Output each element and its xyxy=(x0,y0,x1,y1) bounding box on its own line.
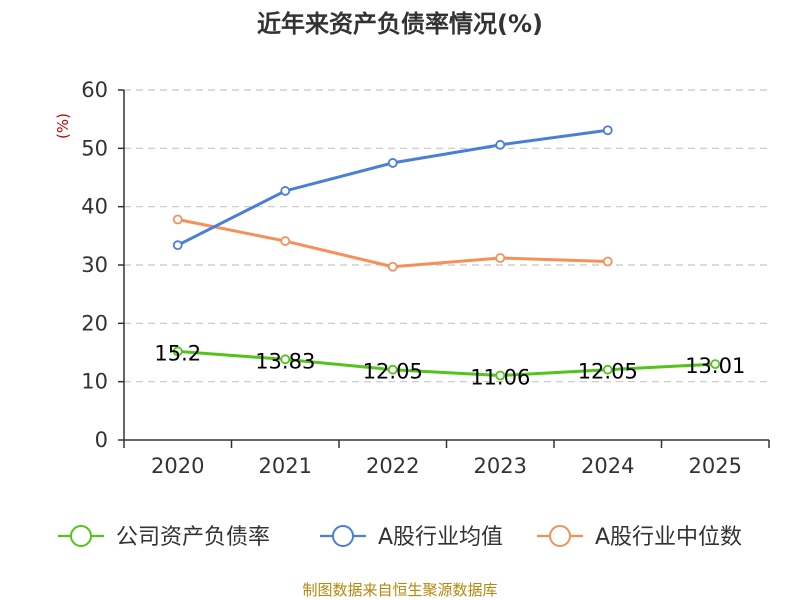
data-label: 13.83 xyxy=(255,349,315,373)
data-label: 15.2 xyxy=(154,341,201,365)
series-point xyxy=(280,236,291,246)
legend-item: 公司资产负债率 xyxy=(58,525,270,550)
x-tick-label: 2023 xyxy=(474,454,527,478)
data-label: 12.05 xyxy=(363,360,423,384)
series-point xyxy=(387,261,398,272)
series-point xyxy=(602,125,613,136)
series-point xyxy=(495,253,506,263)
data-labels: 15.2 13.83 12.05 11.06 12.05 13.01 xyxy=(154,341,745,389)
legend-marker xyxy=(332,525,354,547)
series-point xyxy=(172,240,183,251)
series-point xyxy=(387,364,398,375)
series-point xyxy=(172,346,183,357)
series-point xyxy=(387,158,398,168)
series-line xyxy=(177,349,716,377)
source-note: 制图数据来自恒生聚源数据库 xyxy=(302,581,497,599)
y-tick-label: 60 xyxy=(81,78,108,102)
data-label: 13.01 xyxy=(685,354,745,378)
x-tick-label: 2025 xyxy=(689,454,742,478)
y-tick-label: 30 xyxy=(81,253,108,277)
series-point xyxy=(280,186,291,196)
legend: 公司资产负债率 A股行业均值 A股行业中位数 xyxy=(58,525,742,550)
y-tick-label: 40 xyxy=(81,195,108,219)
legend-label: 公司资产负债率 xyxy=(116,525,270,550)
y-tick-label: 50 xyxy=(81,136,108,160)
series-point xyxy=(495,370,506,381)
series-lines xyxy=(172,125,721,381)
legend-label: A股行业中位数 xyxy=(595,525,742,550)
series-point xyxy=(602,256,613,267)
x-tick-label: 2020 xyxy=(151,454,204,478)
series-point xyxy=(710,359,721,370)
series-point xyxy=(280,354,291,365)
y-tick-label: 0 xyxy=(95,428,108,452)
legend-label: A股行业均值 xyxy=(378,525,503,550)
legend-marker xyxy=(70,525,92,547)
data-label: 12.05 xyxy=(578,360,638,384)
x-tick-label: 2021 xyxy=(259,454,312,478)
series-point xyxy=(172,214,183,225)
data-label: 11.06 xyxy=(470,365,530,389)
legend-marker xyxy=(549,525,571,547)
y-axis-unit: (%) xyxy=(54,113,72,139)
y-tick-label: 10 xyxy=(81,370,108,394)
series-point xyxy=(495,139,506,150)
axes: 0 10 20 30 40 50 60 2020 2021 2022 2023 2024 2025 xyxy=(81,78,770,478)
chart-title: 近年来资产负债率情况(%) xyxy=(257,10,543,38)
series-line xyxy=(177,218,608,269)
y-tick-label: 20 xyxy=(81,311,108,335)
x-tick-label: 2024 xyxy=(581,454,634,478)
x-tick-label: 2022 xyxy=(366,454,419,478)
legend-item: A股行业均值 xyxy=(320,525,503,550)
series-point xyxy=(602,364,613,375)
grid-lines xyxy=(124,89,769,383)
legend-item: A股行业中位数 xyxy=(537,525,742,550)
series-line xyxy=(177,128,608,247)
